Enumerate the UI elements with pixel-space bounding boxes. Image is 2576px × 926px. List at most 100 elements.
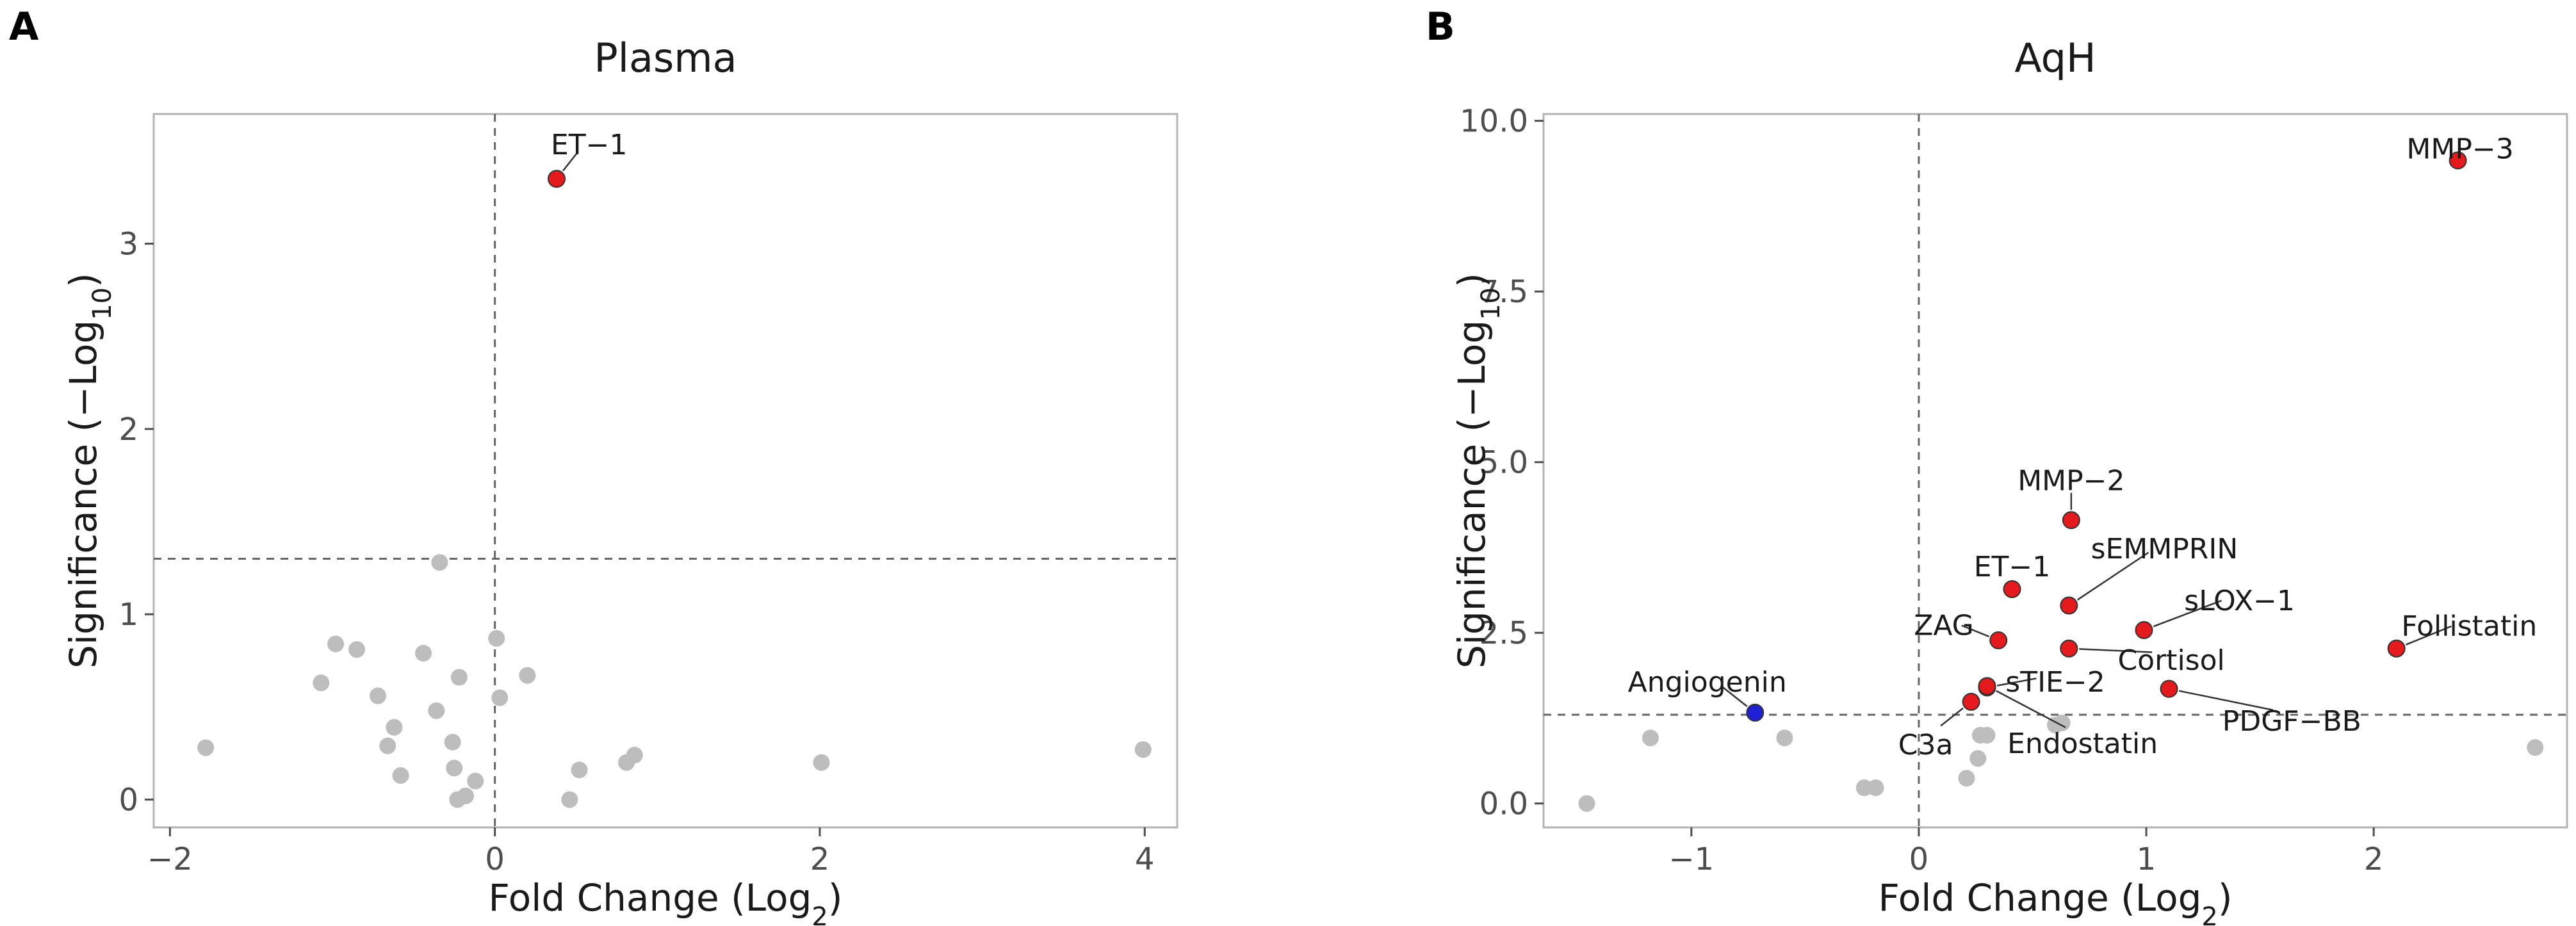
y-tick-label: 1: [118, 597, 138, 633]
y-axis-label: Significance (−Log10): [1450, 273, 1506, 669]
y-tick-label: 3: [118, 227, 138, 263]
data-point-ns: [519, 667, 536, 684]
point-label: ET−1: [1974, 551, 2051, 583]
data-point-ns: [446, 759, 463, 777]
data-point-ns: [1776, 729, 1793, 747]
y-tick-label: 0.0: [1480, 786, 1528, 822]
data-point-up: [1962, 692, 1980, 711]
label-leader-line: [1996, 690, 2066, 729]
data-point-ns: [491, 689, 509, 706]
data-point-ns: [561, 791, 578, 808]
point-label: Endostatin: [2007, 727, 2158, 760]
x-tick-label: 2: [810, 841, 830, 877]
label-leader-line: [1961, 624, 1989, 638]
panel-letter: B: [1426, 4, 1455, 49]
x-axis-label: Fold Change (Log2): [1879, 876, 2233, 926]
x-axis-label-text: Fold Change (Log: [489, 876, 812, 920]
chart-title: Plasma: [594, 35, 737, 81]
data-point-ns: [1958, 770, 1975, 787]
data-point-ns: [1969, 750, 1987, 767]
point-label: Cortisol: [2117, 644, 2224, 677]
data-point-ns: [488, 630, 505, 647]
point-label: ET−1: [551, 129, 628, 161]
label-leader-line: [1940, 707, 1964, 727]
y-tick-label: 2.5: [1480, 615, 1528, 651]
data-point-ns: [197, 739, 215, 756]
point-label: Follistatin: [2401, 610, 2537, 643]
data-point-ns: [313, 674, 330, 692]
data-point-ns: [379, 737, 396, 754]
data-point-ns: [370, 687, 387, 704]
x-tick-label: 2: [2364, 841, 2384, 877]
data-point-ns: [1867, 779, 1884, 797]
data-point-ns: [457, 787, 475, 804]
x-axis-label-close: ): [828, 876, 843, 920]
y-axis-label-close: ): [1450, 273, 1494, 288]
x-tick-label: −2: [147, 841, 193, 877]
y-tick-label: 7.5: [1480, 274, 1528, 310]
y-axis-label-close: ): [61, 273, 105, 288]
point-label: MMP−3: [2406, 133, 2513, 165]
y-axis-label-subscript: 10: [1476, 288, 1506, 320]
label-leader-line: [562, 152, 578, 172]
y-tick-label: 0: [118, 783, 138, 818]
x-tick-label: 4: [1135, 841, 1155, 877]
label-leader-line: [2406, 625, 2452, 646]
data-point-ns: [415, 645, 432, 662]
plot-frame: [152, 113, 1178, 829]
y-tick-label: 2: [118, 412, 138, 448]
label-leader-line: [2079, 648, 2153, 653]
data-point-ns: [571, 761, 588, 779]
x-tick-label: −1: [1668, 841, 1714, 877]
data-point-ns: [348, 641, 366, 658]
y-axis-label-subscript: 10: [88, 288, 117, 320]
data-point-up: [2135, 621, 2153, 639]
x-axis-label-text: Fold Change (Log: [1879, 876, 2202, 920]
data-point-ns: [467, 772, 484, 790]
data-point-ns: [392, 767, 409, 784]
point-label: sLOX−1: [2184, 585, 2295, 617]
plot-frame: [1542, 113, 2568, 829]
y-tick-label: 5.0: [1480, 445, 1528, 481]
data-point-ns: [626, 747, 643, 764]
data-point-up: [2060, 596, 2078, 615]
data-point-ns: [327, 635, 345, 653]
data-point-ns: [386, 719, 403, 736]
data-point-ns: [450, 669, 468, 686]
data-point-up: [1978, 677, 1996, 695]
data-point-ns: [813, 754, 830, 771]
x-axis-label-subscript: 2: [2201, 902, 2217, 926]
data-point-ns: [1134, 741, 1152, 758]
y-tick-label: 10.0: [1460, 104, 1528, 140]
point-label: sEMMPRIN: [2091, 533, 2238, 565]
data-point-up: [2387, 639, 2406, 658]
point-label: PDGF−BB: [2222, 705, 2361, 738]
point-label: Angiogenin: [1628, 666, 1787, 699]
data-point-up: [548, 170, 566, 188]
label-leader-line: [1996, 678, 2037, 686]
data-point-ns: [431, 554, 448, 571]
data-point-ns: [2053, 714, 2071, 731]
data-point-up: [2160, 679, 2178, 698]
label-leader-line: [2178, 690, 2274, 711]
chart-title: AqH: [2014, 35, 2096, 81]
x-tick-label: 0: [1909, 841, 1929, 877]
y-axis-label: Significance (−Log10): [61, 273, 117, 669]
point-label: ZAG: [1914, 610, 1974, 642]
data-point-up: [2060, 639, 2078, 658]
data-point-up: [2062, 511, 2080, 530]
data-point-ns: [1642, 729, 1659, 747]
panel-letter: A: [9, 4, 39, 49]
x-axis-label: Fold Change (Log2): [489, 876, 843, 926]
data-point-ns: [1978, 727, 1996, 744]
data-point-up: [2003, 580, 2021, 598]
point-label: sTIE−2: [2005, 666, 2105, 699]
x-tick-label: 0: [485, 841, 505, 877]
x-axis-label-subscript: 2: [811, 902, 827, 926]
point-label: MMP−2: [2018, 465, 2124, 498]
panel-b-aqh: B AqH −1 0 1 2 0.0 2.5 5.0 7.5 10.0 Fold Change (Lo…: [1426, 4, 2568, 926]
data-point-ns: [444, 733, 461, 751]
y-axis-label-text: Significance (−Log: [61, 320, 105, 669]
